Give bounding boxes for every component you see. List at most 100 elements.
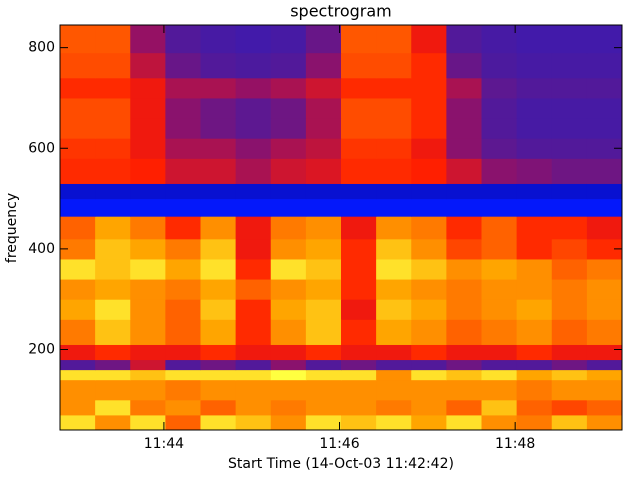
heatmap-cell [551,399,588,416]
heatmap-cell [586,414,623,431]
heatmap-cell [200,279,237,300]
heatmap-cell [516,138,553,159]
heatmap-cell [516,369,553,381]
heatmap-cell [341,97,377,119]
heatmap-cell [551,52,588,79]
heatmap-cell [200,25,237,54]
heatmap-cell [341,216,377,240]
heatmap-cell [305,97,342,119]
heatmap-cell [95,379,131,401]
heatmap-cell [411,279,447,300]
heatmap-cell [586,258,623,280]
heatmap-cell [200,369,237,381]
heatmap-cell [411,299,447,320]
heatmap-cell [411,158,447,184]
x-tick-label: 11:48 [495,436,535,452]
heatmap-cell [95,369,131,381]
heatmap-cell [200,319,237,345]
heatmap-cell [60,414,96,431]
heatmap-cell [586,279,623,300]
heatmap-cell [165,299,201,320]
heatmap-cell [130,198,166,217]
heatmap-cell [376,359,412,371]
heatmap-cell [235,158,272,184]
heatmap-cell [130,258,166,280]
heatmap-cell [270,77,307,99]
heatmap-cell [165,319,201,345]
heatmap-cell [586,369,623,381]
heatmap-cell [411,183,447,200]
y-axis-label: frequency [4,193,20,263]
heatmap-cell [376,279,412,300]
heatmap-cell [516,279,553,300]
heatmap-cell [200,52,237,79]
heatmap-cell [270,319,307,345]
heatmap-cell [586,77,623,99]
heatmap-cell [341,414,377,431]
heatmap-cell [130,379,166,401]
heatmap-cell [130,97,166,119]
heatmap-cell [376,158,412,184]
heatmap-cell [305,238,342,260]
heatmap-cell [586,25,623,54]
heatmap-cell [376,319,412,345]
heatmap-cell [516,77,553,99]
heatmap-cell [551,97,588,119]
heatmap-cell [411,216,447,240]
heatmap-cell [446,359,482,371]
heatmap-cell [446,238,482,260]
heatmap-cell [341,238,377,260]
heatmap-cell [270,344,307,361]
heatmap-cell [376,52,412,79]
heatmap-cell [200,183,237,200]
heatmap-cell [60,77,96,99]
chart-title: spectrogram [290,2,392,21]
heatmap-cell [411,97,447,119]
heatmap-cell [446,198,482,217]
heatmap-cell [95,198,131,217]
heatmap-cell [200,198,237,217]
heatmap-cell [516,183,553,200]
heatmap-cell [165,279,201,300]
heatmap-cell [481,77,518,99]
heatmap-cell [446,319,482,345]
heatmap-cell [446,118,482,139]
heatmap-cell [411,198,447,217]
heatmap-cell [551,198,588,217]
heatmap-cell [551,379,588,401]
heatmap-cell [481,279,518,300]
heatmap-cell [270,138,307,159]
heatmap-cell [200,344,237,361]
heatmap-cell [481,97,518,119]
heatmap-cell [551,138,588,159]
heatmap-cell [516,216,553,240]
heatmap-cell [130,118,166,139]
heatmap-cell [200,359,237,371]
heatmap-cell [305,344,342,361]
heatmap-cell [235,238,272,260]
heatmap-cell [516,414,553,431]
heatmap-cell [341,319,377,345]
heatmap-cell [586,183,623,200]
heatmap-cell [376,97,412,119]
heatmap-cell [376,238,412,260]
heatmap-cell [235,52,272,79]
heatmap-cell [235,97,272,119]
heatmap-cell [95,359,131,371]
heatmap-cell [446,77,482,99]
heatmap-cell [446,399,482,416]
heatmap-cell [481,198,518,217]
heatmap-cell [411,319,447,345]
heatmap-cell [376,198,412,217]
heatmap-cell [551,118,588,139]
heatmap-cell [270,183,307,200]
heatmap-cell [235,216,272,240]
heatmap-cell [270,399,307,416]
heatmap-cell [95,77,131,99]
heatmap-cell [376,118,412,139]
heatmap-cell [95,158,131,184]
heatmap-cell [586,216,623,240]
heatmap-cell [586,97,623,119]
heatmap-cell [586,138,623,159]
